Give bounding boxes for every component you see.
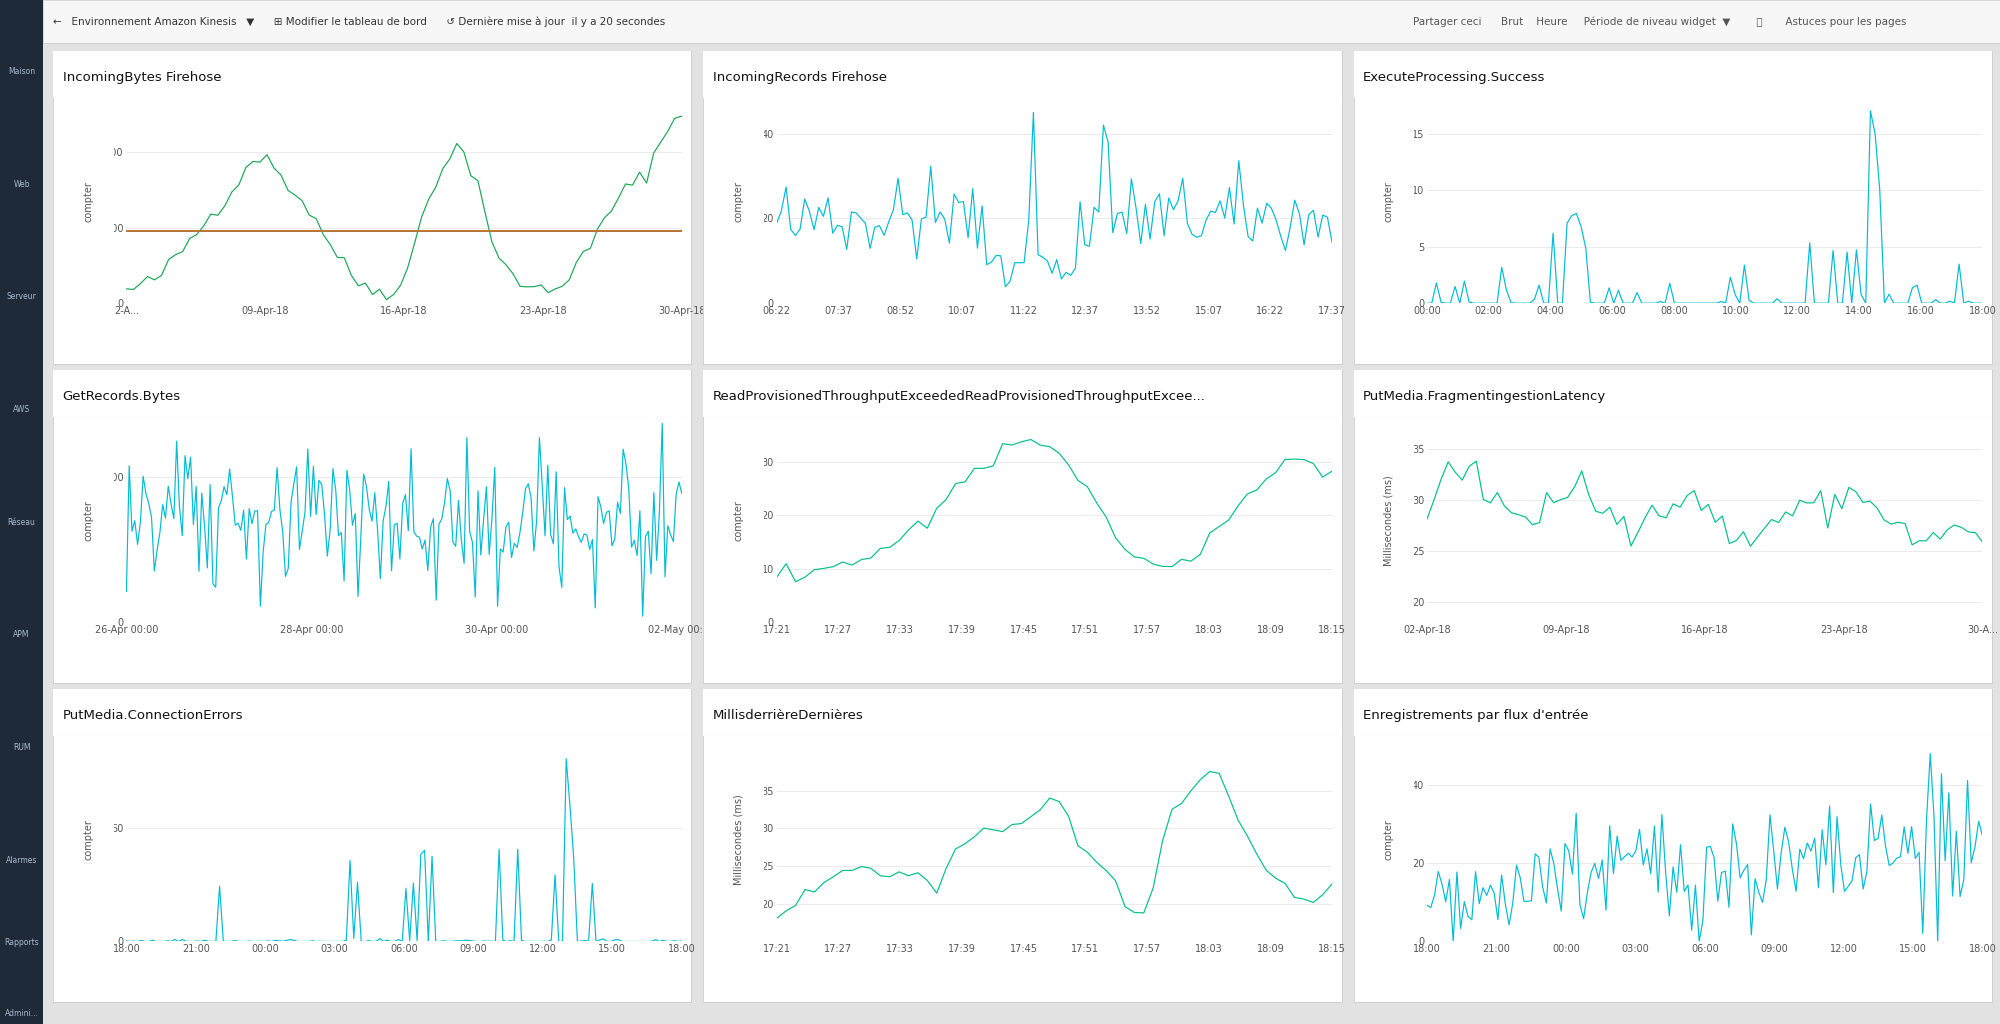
Text: compter: compter (84, 819, 94, 860)
Text: Alarmes: Alarmes (6, 856, 38, 864)
Text: MillisderrièreDernières: MillisderrièreDernières (712, 709, 864, 722)
Text: APM: APM (14, 631, 30, 639)
Text: compter: compter (1384, 819, 1394, 860)
Text: IncomingRecords Firehose: IncomingRecords Firehose (712, 71, 886, 84)
Text: ExecuteProcessing.Success: ExecuteProcessing.Success (1364, 71, 1546, 84)
Text: Millisecondes (ms): Millisecondes (ms) (734, 795, 744, 885)
Text: RUM: RUM (12, 743, 30, 752)
Text: PutMedia.ConnectionErrors: PutMedia.ConnectionErrors (62, 709, 244, 722)
Text: Réseau: Réseau (8, 518, 36, 526)
Text: Partager ceci      Brut    Heure     Période de niveau widget  ▼        🌙       : Partager ceci Brut Heure Période de nive… (1412, 16, 1906, 27)
Text: Maison: Maison (8, 68, 36, 76)
Text: ←   Environnement Amazon Kinesis   ▼      ⊞ Modifier le tableau de bord      ↺ D: ← Environnement Amazon Kinesis ▼ ⊞ Modif… (52, 16, 666, 27)
Text: Serveur: Serveur (6, 293, 36, 301)
Text: compter: compter (84, 181, 94, 222)
Text: AWS: AWS (12, 406, 30, 414)
Text: Admini...: Admini... (4, 1010, 38, 1018)
Text: PutMedia.FragmentingestionLatency: PutMedia.FragmentingestionLatency (1364, 390, 1606, 402)
Text: Millisecondes (ms): Millisecondes (ms) (1384, 475, 1394, 566)
Text: compter: compter (1384, 181, 1394, 222)
Text: compter: compter (734, 500, 744, 541)
Text: GetRecords.Bytes: GetRecords.Bytes (62, 390, 180, 402)
Text: Rapports: Rapports (4, 938, 38, 946)
Text: compter: compter (734, 181, 744, 222)
Text: IncomingBytes Firehose: IncomingBytes Firehose (62, 71, 222, 84)
Text: compter: compter (84, 500, 94, 541)
Text: ReadProvisionedThroughputExceededReadProvisionedThroughputExcee...: ReadProvisionedThroughputExceededReadPro… (712, 390, 1206, 402)
Text: Enregistrements par flux d'entrée: Enregistrements par flux d'entrée (1364, 709, 1588, 722)
Text: Web: Web (14, 180, 30, 188)
